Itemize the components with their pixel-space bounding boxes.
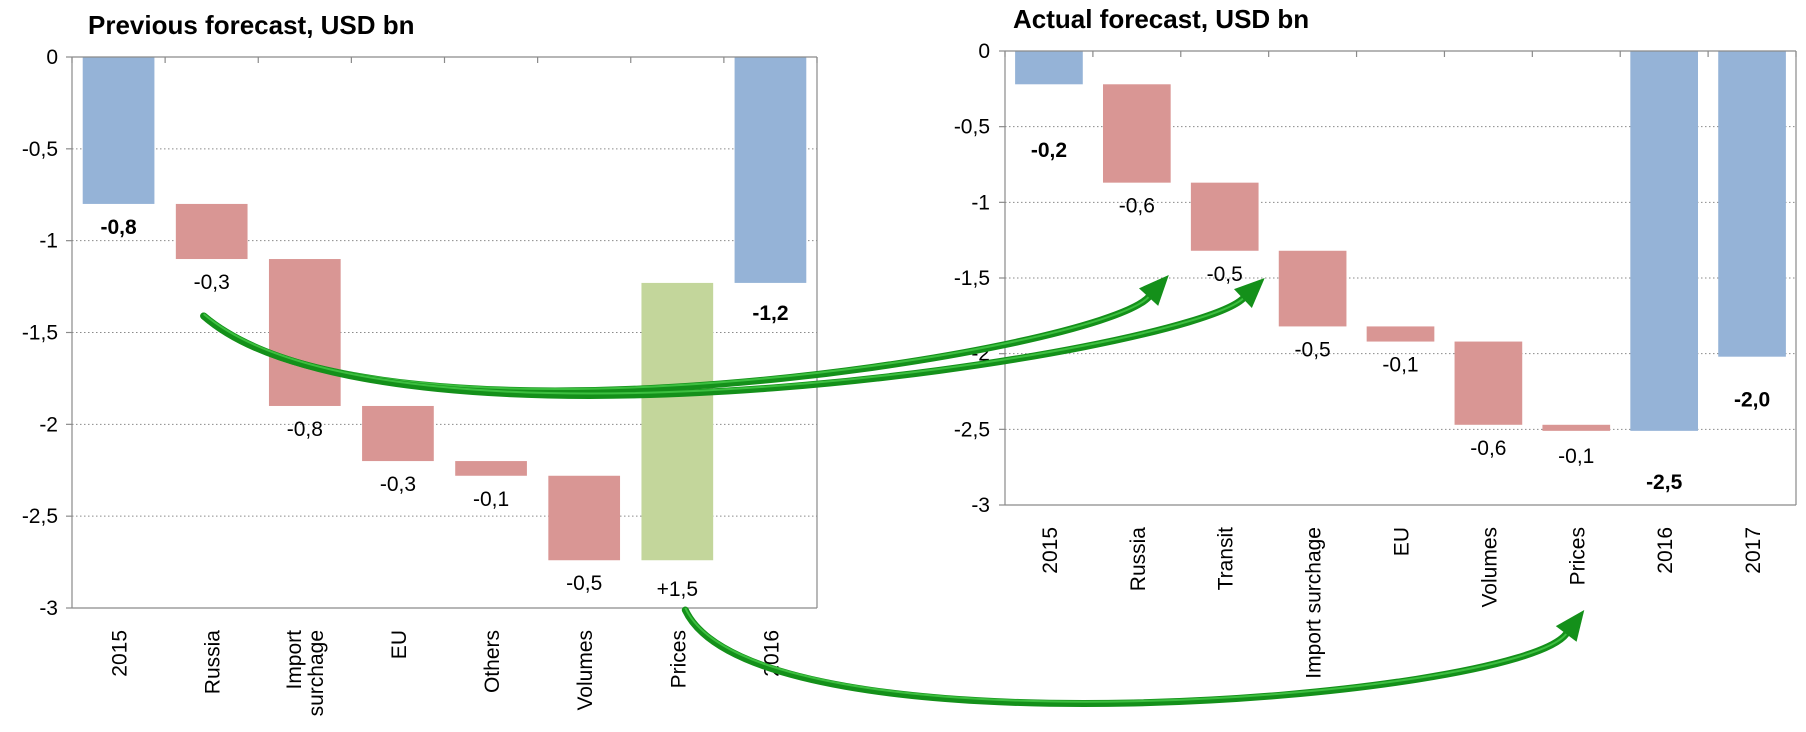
arrow-to-russia-head: [1138, 274, 1169, 306]
data-label-russia: -0,6: [1119, 195, 1155, 218]
previous-forecast-chart: 0 -0,5 -1 -1,5 -2 -2,5 -3 2015 Russia Importsurch…: [22, 46, 818, 717]
data-label-transit: -0,5: [1207, 263, 1243, 286]
x-tick-label-prices: Prices: [1566, 527, 1589, 585]
data-label-prices: -0,1: [1558, 445, 1594, 468]
bar-2016: [1630, 51, 1699, 431]
data-label-prices: +1,5: [657, 578, 698, 601]
data-label-2016: -2,5: [1646, 471, 1683, 494]
x-tick-label-volumes: Volumes: [574, 630, 597, 711]
x-tick-label-prices: Prices: [667, 630, 690, 688]
comparison-arrows: [200, 274, 1585, 708]
bar-volumes: [548, 475, 621, 561]
bar-eu: [1366, 326, 1435, 342]
bar-import-surchage: [268, 259, 341, 406]
data-label-import-surchage: -0,8: [287, 418, 323, 441]
chart-title-actual: Actual forecast, USD bn: [1013, 4, 1309, 34]
x-tick-label-2015: 2015: [1039, 527, 1062, 574]
x-tick-label-eu: EU: [388, 630, 411, 659]
x-tick-label-volumes: Volumes: [1478, 527, 1501, 608]
data-label-eu: -0,3: [380, 473, 416, 496]
x-tick-label-eu: EU: [1391, 527, 1414, 556]
y-tick-label: 0: [46, 46, 58, 69]
bar-prices: [1542, 424, 1611, 431]
data-label-eu: -0,1: [1382, 354, 1418, 377]
x-tick-label-2017: 2017: [1742, 527, 1765, 574]
bar-others: [455, 461, 527, 476]
y-tick-label: -1,5: [954, 267, 990, 290]
x-tick-label-2015: 2015: [109, 630, 132, 677]
data-label-import-surchage: -0,5: [1295, 338, 1331, 361]
y-tick-label: -2: [39, 413, 58, 436]
x-tick-label-russia: Russia: [202, 630, 225, 695]
data-label-2016: -1,2: [752, 302, 788, 325]
data-label-russia: -0,3: [194, 271, 230, 294]
x-tick-label-transit: Transit: [1215, 527, 1238, 591]
arrow-to-prices-highlight: [684, 607, 1567, 703]
arrow-to-prices-head: [1555, 610, 1585, 642]
data-label-others: -0,1: [473, 488, 509, 511]
data-label-2017: -2,0: [1734, 389, 1770, 412]
y-tick-label: -2,5: [22, 505, 58, 528]
chart-title-previous: Previous forecast, USD bn: [88, 10, 415, 40]
data-label-2015: -0,2: [1031, 139, 1067, 162]
bar-2015: [82, 57, 155, 204]
arrow-to-transit-head: [1233, 278, 1265, 309]
bar-2016: [734, 57, 807, 283]
y-tick-label: -0,5: [22, 138, 58, 161]
arrow-to-transit-highlight: [203, 297, 1244, 395]
y-tick-label: -1: [39, 230, 58, 253]
y-tick-label: -1: [971, 191, 990, 214]
bar-russia: [1102, 84, 1171, 183]
bar-import-surchage: [1278, 250, 1347, 327]
x-tick-label-others: Others: [481, 630, 504, 693]
x-tick-label-import-surchage: Importsurchage: [283, 630, 328, 717]
y-tick-label: 0: [978, 40, 990, 63]
bar-prices: [641, 282, 714, 561]
y-tick-label: -2,5: [954, 418, 990, 441]
bar-2015: [1015, 51, 1083, 85]
bar-volumes: [1454, 341, 1523, 425]
y-tick-label: -3: [971, 494, 990, 517]
x-tick-label-import-surchage: Import surchage: [1303, 527, 1326, 679]
x-tick-label-russia: Russia: [1127, 527, 1150, 592]
data-label-volumes: -0,6: [1470, 437, 1506, 460]
y-tick-label: -0,5: [954, 116, 990, 139]
bar-transit: [1190, 182, 1259, 251]
data-label-volumes: -0,5: [566, 572, 602, 595]
bar-eu: [362, 405, 434, 462]
bar-russia: [175, 203, 248, 260]
arrow-to-prices-shaft: [681, 606, 1570, 708]
y-tick-label: -3: [39, 597, 58, 620]
data-label-2015: -0,8: [100, 216, 137, 239]
y-tick-label: -1,5: [22, 322, 58, 345]
bar-2017: [1718, 51, 1786, 357]
x-tick-label-2016: 2016: [1654, 527, 1677, 574]
